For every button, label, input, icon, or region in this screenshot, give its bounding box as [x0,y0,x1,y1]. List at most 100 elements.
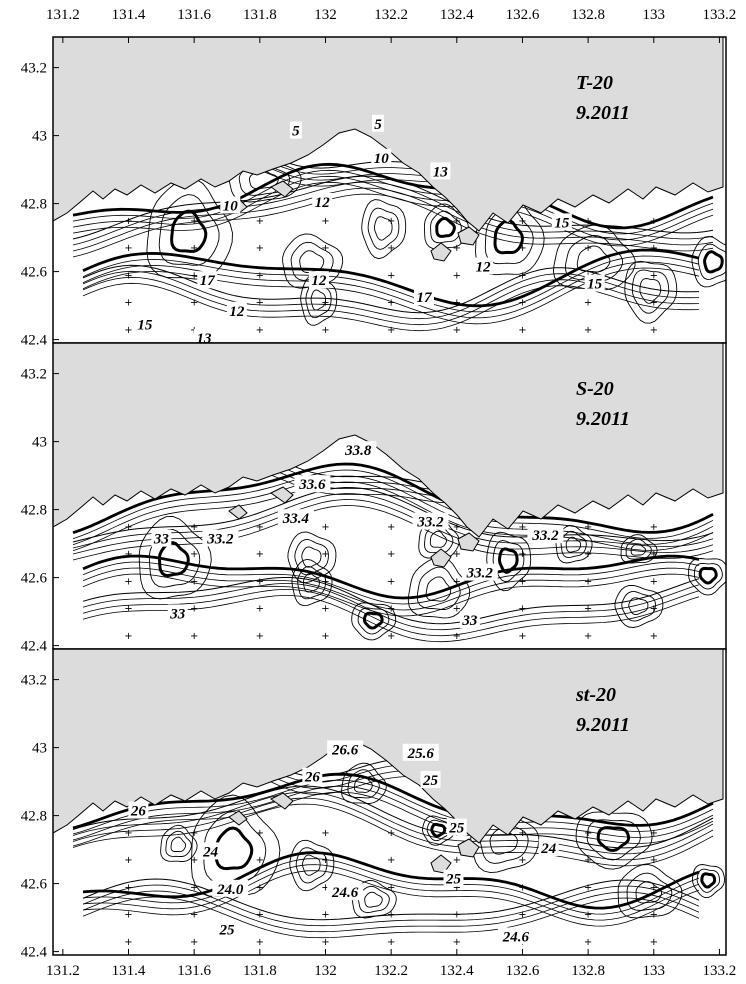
contour-line [82,554,700,600]
station-marker: + [453,549,461,560]
panel-frame [52,648,727,956]
panel-subtitle: 9.2011 [576,408,630,430]
station-marker: + [584,604,592,615]
contour-label-bg [312,193,333,210]
station-marker: + [650,216,658,227]
island [270,180,294,198]
panel-title: st-20 [575,684,616,706]
station-marker: + [124,549,132,560]
contour-label-bg [446,818,467,836]
station-marker: + [387,910,395,921]
contour-line [82,858,700,915]
contour-label-bg [197,271,218,289]
contour-label-bg [226,301,247,319]
station-marker: + [453,270,461,281]
station-marker: + [387,298,395,309]
station-marker: + [453,325,461,336]
station-marker: + [453,882,461,893]
station-marker: + [584,549,592,560]
contour-label: 33.6 [298,477,326,493]
contour-line [82,884,700,927]
station-marker: + [124,631,132,642]
y-tick-label: 42.8 [21,503,47,519]
station-marker: + [321,910,329,921]
contour-cell [555,525,593,564]
contour-line [72,481,714,552]
station-marker: + [584,216,592,227]
contour-cell [697,243,726,280]
contour-cell [691,235,726,288]
x-tick-label: 132.8 [571,7,605,23]
contour-label-bg [443,869,464,887]
x-tick-label: 131.4 [112,7,146,23]
station-marker: + [124,325,132,336]
contour-label-bg [277,509,314,527]
station-marker: + [584,882,592,893]
contour-label: 26 [130,804,147,820]
station-marker: + [387,576,395,587]
y-tick-label: 42.6 [21,877,48,893]
contour-cell [631,269,670,314]
station-marker: + [453,631,461,642]
station-marker: + [190,910,198,921]
contour-cell [493,218,525,255]
contour-label-bg [212,879,249,897]
contour-label: 33.2 [206,532,234,548]
island [270,792,294,810]
contour-line [82,589,700,637]
station-marker: + [256,298,264,309]
contour-line [72,181,714,246]
station-marker: + [190,882,198,893]
contour-line [72,791,714,855]
y-tick-label: 42.6 [21,571,48,587]
station-marker: + [256,270,264,281]
contour-cell [423,203,469,250]
contour-line [82,261,700,319]
contour-line [72,785,714,841]
contour-cell [614,584,664,628]
contour-label: 24.6 [502,929,530,945]
contour-line [82,583,700,631]
station-marker: + [256,216,264,227]
contour-cell [295,847,328,884]
contour-label: 24.0 [216,882,244,898]
contour-cell [435,216,456,238]
contour-cell [367,207,400,250]
contour-cell [407,556,471,619]
station-marker: + [256,604,264,615]
contour-cell [364,891,383,908]
contour-cell [248,170,279,190]
y-tick-label: 42.8 [21,197,47,213]
x-tick-label: 131.8 [243,7,277,23]
contour-label-bg [216,920,237,938]
contour-label: 24 [202,844,219,860]
island [430,242,452,262]
station-marker: + [387,270,395,281]
x-tick-label: 132.8 [571,963,605,979]
station-marker: + [453,937,461,948]
contour-label: 24.6 [331,885,359,901]
station-marker: + [387,243,395,254]
station-marker: + [256,576,264,587]
contour-line [82,851,700,910]
station-marker: + [124,855,132,866]
contour-line [72,791,714,847]
station-marker: + [256,631,264,642]
contour-cell [416,566,461,610]
station-marker: + [650,855,658,866]
station-marker: + [190,549,198,560]
station-marker: + [190,855,198,866]
contour-cell [575,811,653,870]
contour-line [72,505,714,561]
island [270,486,294,504]
station-marker: + [584,937,592,948]
coastline-land [53,343,724,538]
station-marker: + [124,216,132,227]
station-marker: + [518,216,526,227]
x-tick-label: 131.4 [112,963,146,979]
station-marker: + [518,298,526,309]
station-marker: + [190,576,198,587]
station-marker: + [650,910,658,921]
contour-label-bg [473,257,494,275]
station-marker: + [650,882,658,893]
